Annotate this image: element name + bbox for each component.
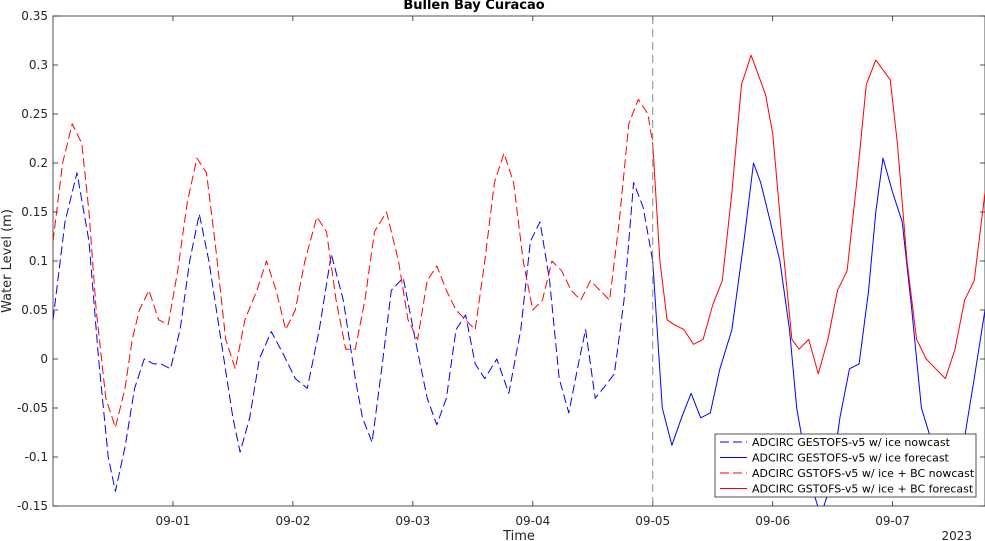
y-tick-label: 0.15 [21,205,48,219]
legend-label: ADCIRC GSTOFS-v5 w/ ice + BC forecast [752,483,974,496]
plot-area [52,15,985,507]
x-tick-label: 09-03 [395,514,430,528]
series-line-4 [652,54,985,380]
y-tick-label: 0.25 [21,107,48,121]
legend-label: ADCIRC GESTOFS-v5 w/ ice nowcast [752,436,951,449]
legend-box [714,433,977,498]
legend-label: ADCIRC GESTOFS-v5 w/ ice forecast [752,452,950,465]
x-tick-label: 09-01 [156,514,191,528]
y-tick-label: -0.05 [17,401,48,415]
series-line-2 [652,157,985,506]
y-tick-label: 0.35 [21,9,48,23]
y-axis: -0.15 -0.1 -0.05 0 0.05 0.1 0.15 0.2 0.25 0.3 0.35 [17,9,985,513]
y-tick-label: 0.3 [29,58,48,72]
x-axis: 09-01 09-02 09-03 09-04 09-05 09-06 09-07 [156,16,910,528]
x-tick-label: 09-05 [635,514,670,528]
x-tick-label: 09-04 [515,514,550,528]
x-tick-label: 09-02 [275,514,310,528]
legend: ADCIRC GESTOFS-v5 w/ ice nowcast ADCIRC G… [714,433,977,498]
series-line-3 [53,98,654,429]
y-tick-label: -0.15 [17,499,48,513]
year-label: 2023 [941,529,972,541]
y-tick-label: 0.2 [29,156,48,170]
series-line-1 [53,172,654,492]
x-tick-label: 09-06 [755,514,790,528]
y-tick-label: 0 [40,352,48,366]
y-tick-label: 0.1 [29,254,48,268]
y-axis-label: Water Level (m) [0,209,15,313]
series-layer [53,54,985,506]
legend-label: ADCIRC GSTOFS-v5 w/ ice + BC nowcast [752,467,975,480]
y-tick-label: 0.05 [21,303,48,317]
chart-title: Bullen Bay Curacao [403,0,544,13]
x-tick-label: 09-07 [875,514,910,528]
x-axis-label: Time [502,529,535,541]
y-tick-label: -0.1 [25,450,48,464]
